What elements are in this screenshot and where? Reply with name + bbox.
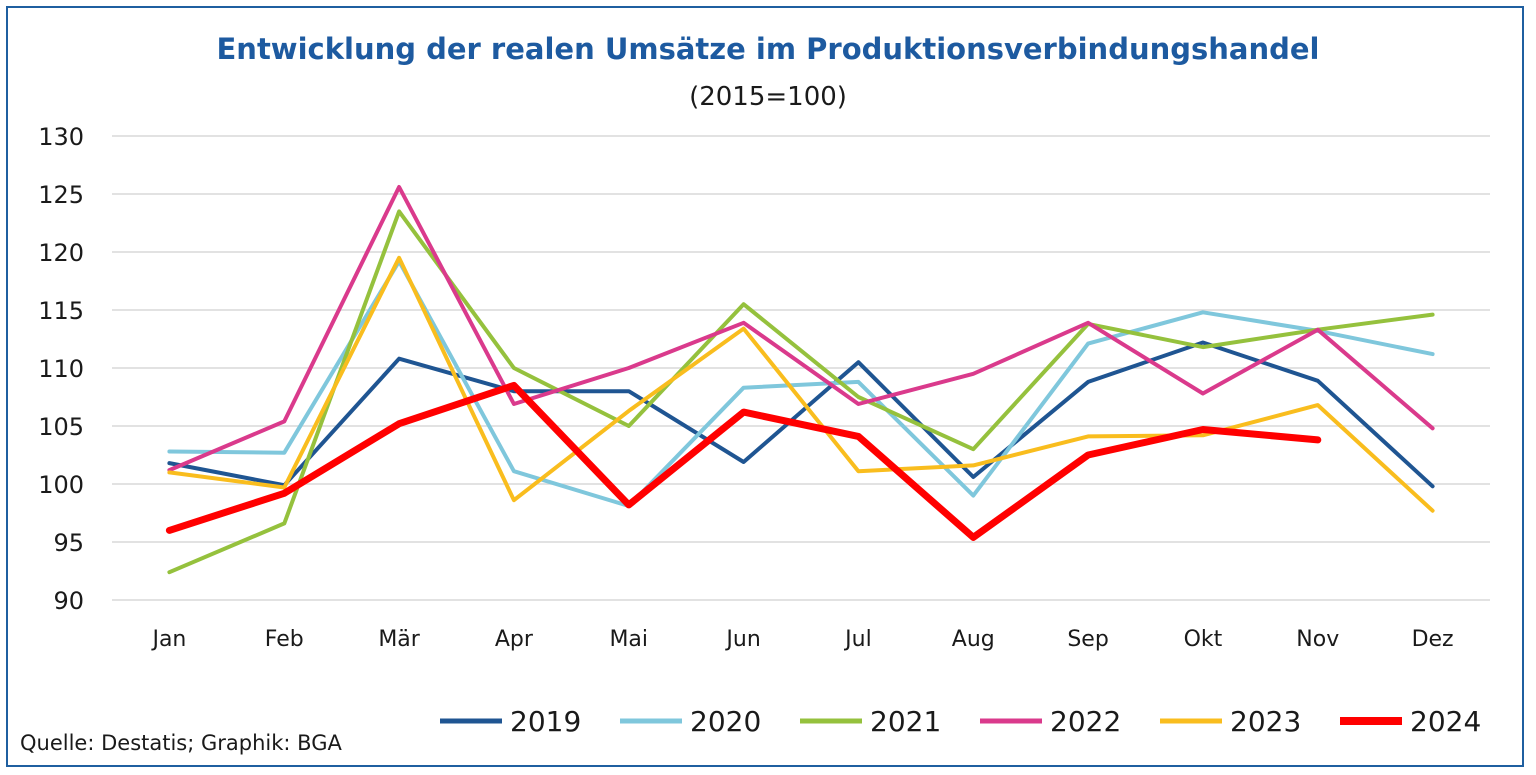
y-axis-ticks: 90 95 100 105 110 115 120 125 130	[38, 123, 84, 615]
y-tick-label: 90	[53, 587, 84, 615]
y-tick-label: 120	[38, 239, 84, 267]
y-tick-label: 130	[38, 123, 84, 151]
y-tick-label: 110	[38, 355, 84, 383]
legend-label-2022: 2022	[1050, 705, 1121, 738]
source-note: Quelle: Destatis; Graphik: BGA	[20, 731, 342, 755]
x-tick-label: Jun	[724, 627, 760, 652]
series-line-2019	[167, 340, 1435, 489]
legend-label-2019: 2019	[510, 705, 581, 738]
series-line-2024	[165, 381, 1322, 541]
y-tick-label: 125	[38, 181, 84, 209]
series-line-2022	[167, 185, 1435, 473]
x-tick-label: Feb	[265, 627, 304, 652]
x-tick-label: Aug	[952, 627, 995, 652]
y-tick-label: 115	[38, 297, 84, 325]
x-tick-label: Apr	[495, 627, 534, 652]
x-tick-label: Mai	[609, 627, 648, 652]
x-axis-ticks: Jan Feb Mär Apr Mai Jun Jul Aug Sep Okt Nov Dez	[150, 627, 1453, 652]
series-line-2021	[167, 209, 1435, 575]
x-tick-label: Nov	[1296, 627, 1339, 652]
x-tick-label: Jul	[843, 627, 872, 652]
series-line-2020	[167, 259, 1435, 508]
x-tick-label: Okt	[1184, 627, 1223, 652]
x-tick-label: Dez	[1412, 627, 1454, 652]
chart-subtitle: (2015=100)	[689, 82, 847, 112]
series-lines	[165, 185, 1435, 575]
chart-title: Entwicklung der realen Umsätze im Produk…	[216, 32, 1320, 66]
legend-label-2023: 2023	[1230, 705, 1301, 738]
y-tick-label: 95	[53, 529, 84, 557]
legend-label-2021: 2021	[870, 705, 941, 738]
legend-label-2020: 2020	[690, 705, 761, 738]
x-tick-label: Mär	[378, 627, 420, 652]
x-tick-label: Sep	[1067, 627, 1108, 652]
x-tick-label: Jan	[150, 627, 186, 652]
legend-label-2024: 2024	[1410, 705, 1481, 738]
y-tick-label: 105	[38, 413, 84, 441]
y-tick-label: 100	[38, 471, 84, 499]
legend: 2019 2020 2021 2022 2023 2024	[440, 705, 1481, 738]
